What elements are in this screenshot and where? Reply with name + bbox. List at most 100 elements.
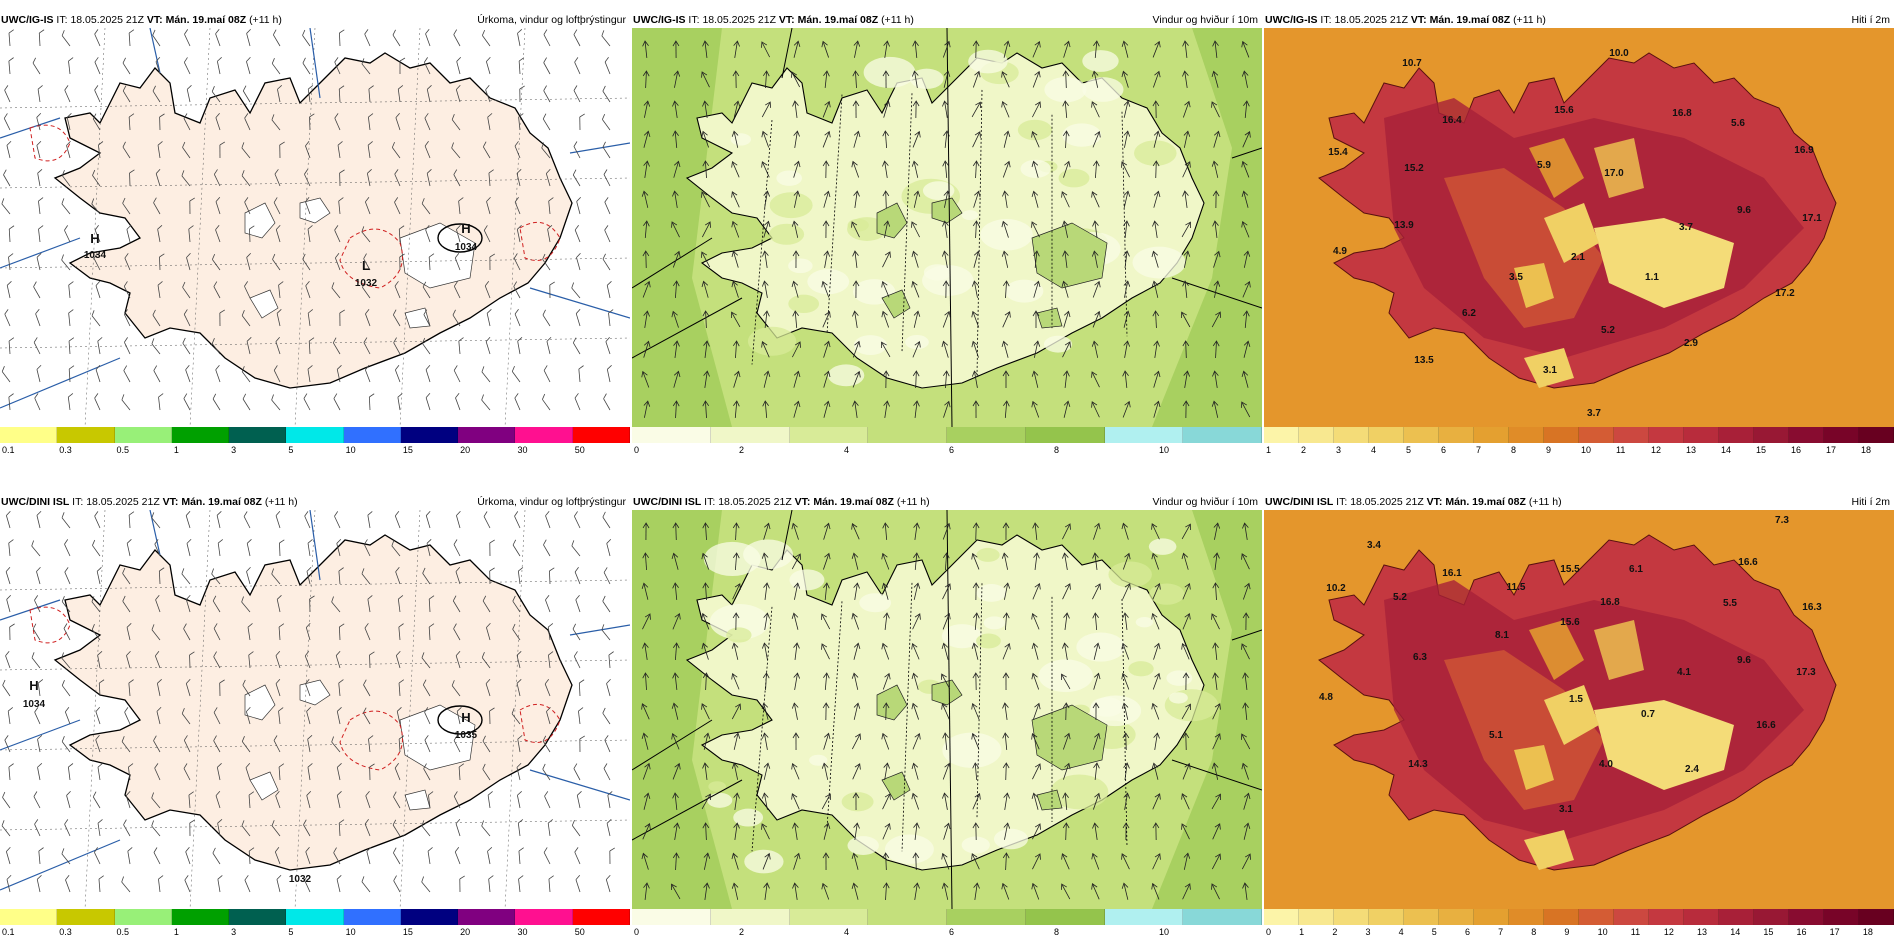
colorbar-swatch — [710, 427, 790, 443]
colorbar-swatch — [1719, 909, 1754, 925]
init-time-label: IT: — [56, 14, 68, 26]
panel-run-info: UWC/IG-IS IT: 18.05.2025 21Z VT: Mán. 19… — [633, 12, 914, 28]
colorbar-swatch — [1544, 909, 1579, 925]
colorbar-swatch — [400, 427, 459, 443]
colorbar-swatch — [1579, 909, 1614, 925]
colorbar-swatch — [1299, 909, 1334, 925]
colorbar-swatch — [343, 427, 401, 443]
valid-time: Mán. 19.maí 08Z — [1429, 14, 1511, 26]
colorbar-swatch — [171, 909, 230, 925]
valid-time-label: VT: — [794, 496, 811, 508]
colorbar — [0, 427, 630, 443]
value-label: 16.9 — [1794, 145, 1814, 156]
value-label: 1034 — [84, 250, 107, 261]
colorbar-tick-label: 4 — [1398, 927, 1404, 937]
map-panel-precip: UWC/IG-IS IT: 18.05.2025 21Z VT: Mán. 19… — [0, 12, 630, 462]
colorbar-swatch — [789, 427, 869, 443]
colorbar-tick-label: 0 — [634, 927, 640, 937]
valid-time-label: VT: — [162, 496, 179, 508]
colorbar-ticks: 0.1 0.3 0.5 1 3 5 10 15 20 30 50 — [0, 926, 630, 938]
colorbar-tick-label: 5 — [1431, 927, 1437, 937]
panel-title: Hiti í 2m — [1851, 14, 1890, 26]
panel-title: Úrkoma, vindur og loftþrýstingur — [477, 496, 626, 508]
colorbar-tick-label: 8 — [1511, 445, 1517, 455]
lead-time: (+11 h) — [1528, 496, 1562, 508]
valid-time: Mán. 19.maí 08Z — [1445, 496, 1526, 508]
init-time: 18.05.2025 21Z — [70, 14, 144, 26]
valid-time-label: VT: — [1426, 496, 1443, 508]
high-pressure-marker: H — [461, 221, 470, 236]
colorbar-swatch — [1104, 909, 1184, 925]
init-time: 18.05.2025 21Z — [86, 496, 160, 508]
value-label: 1032 — [355, 278, 378, 289]
colorbar-swatch — [1754, 427, 1789, 443]
panel-header: UWC/DINI ISL IT: 18.05.2025 21Z VT: Mán.… — [632, 494, 1262, 510]
map-svg: H 1034 H 1034 L 1032 — [0, 28, 630, 427]
map-canvas — [632, 510, 1262, 909]
colorbar-swatch — [1544, 427, 1579, 443]
panel-title: Vindur og hviður í 10m — [1152, 496, 1258, 508]
value-label: 0.7 — [1641, 709, 1655, 720]
colorbar-tick-label: 5 — [288, 445, 294, 455]
colorbar-swatch — [1025, 909, 1105, 925]
value-label: 3.4 — [1367, 540, 1381, 551]
value-label: 3.7 — [1587, 408, 1601, 419]
glacier — [399, 704, 476, 771]
colorbar-tick-label: 3 — [231, 445, 237, 455]
colorbar-swatch — [1404, 427, 1439, 443]
valid-time-label: VT: — [1410, 14, 1427, 26]
colorbar-swatch — [1264, 427, 1299, 443]
colorbar-swatch — [710, 909, 790, 925]
value-label: 11.5 — [1507, 582, 1526, 593]
value-label: 17.2 — [1775, 288, 1795, 299]
colorbar-tick-label: 15 — [402, 445, 413, 455]
colorbar-swatch — [1183, 427, 1262, 443]
colorbar-swatch — [1649, 909, 1684, 925]
value-label: 16.8 — [1600, 597, 1620, 608]
glacier — [299, 679, 331, 706]
colorbar-swatch — [572, 909, 630, 925]
colorbar-swatch — [947, 909, 1026, 925]
colorbar-swatch — [57, 427, 115, 443]
colorbar-tick-label: 3 — [231, 927, 237, 937]
value-label: 2.4 — [1685, 764, 1699, 775]
colorbar-tick-label: 0.5 — [116, 927, 130, 937]
colorbar-swatch — [1614, 427, 1649, 443]
model-name: UWC/DINI ISL — [1265, 496, 1334, 508]
panel-header: UWC/IG-IS IT: 18.05.2025 21Z VT: Mán. 19… — [0, 12, 630, 28]
colorbar-tick-label: 50 — [574, 927, 585, 937]
model-name: UWC/DINI ISL — [1, 496, 70, 508]
value-label: 14.3 — [1408, 759, 1428, 770]
colorbar-swatch — [400, 909, 459, 925]
value-label: 9.6 — [1737, 205, 1751, 216]
map-svg: H 1034 H 1035 1032 — [0, 510, 630, 909]
value-label: 16.4 — [1442, 115, 1462, 126]
value-label: 10.2 — [1326, 583, 1346, 594]
colorbar-swatch — [1025, 427, 1105, 443]
colorbar-tick-label: 4 — [844, 927, 850, 937]
colorbar-tick-label: 6 — [1464, 927, 1470, 937]
value-label: 1034 — [23, 699, 46, 710]
value-label: 17.1 — [1802, 213, 1822, 224]
panel-header: UWC/IG-IS IT: 18.05.2025 21Z VT: Mán. 19… — [632, 12, 1262, 28]
colorbar — [1264, 427, 1894, 443]
value-label: 4.9 — [1333, 246, 1347, 257]
colorbar-tick-label: 11 — [1630, 927, 1641, 937]
value-label: 4.8 — [1319, 692, 1333, 703]
colorbar-tick-label: 1 — [1266, 445, 1272, 455]
colorbar-tick-label: 2 — [739, 445, 745, 455]
colorbar-tick-label: 8 — [1054, 445, 1060, 455]
value-label: 3.1 — [1543, 365, 1557, 376]
map-svg: 10.0 10.7 16.4 15.6 16.8 5.6 15.4 15.2 5.9 17.0 16… — [1264, 28, 1894, 427]
value-label: 1035 — [455, 730, 478, 741]
lead-time: (+11 h) — [249, 14, 282, 26]
colorbar-swatch — [1614, 909, 1649, 925]
map-svg: 7.3 3.4 16.6 16.1 15.5 6.1 10.2 5.2 11.5 16.8 5.5 1… — [1264, 510, 1894, 909]
colorbar-tick-label: 0 — [1266, 927, 1272, 937]
colorbar — [0, 909, 630, 925]
colorbar-tick-label: 4 — [844, 445, 850, 455]
colorbar-swatch — [57, 909, 115, 925]
colorbar-tick-label: 10 — [1581, 445, 1592, 455]
colorbar-swatch — [1754, 909, 1789, 925]
colorbar-swatch — [1369, 909, 1404, 925]
